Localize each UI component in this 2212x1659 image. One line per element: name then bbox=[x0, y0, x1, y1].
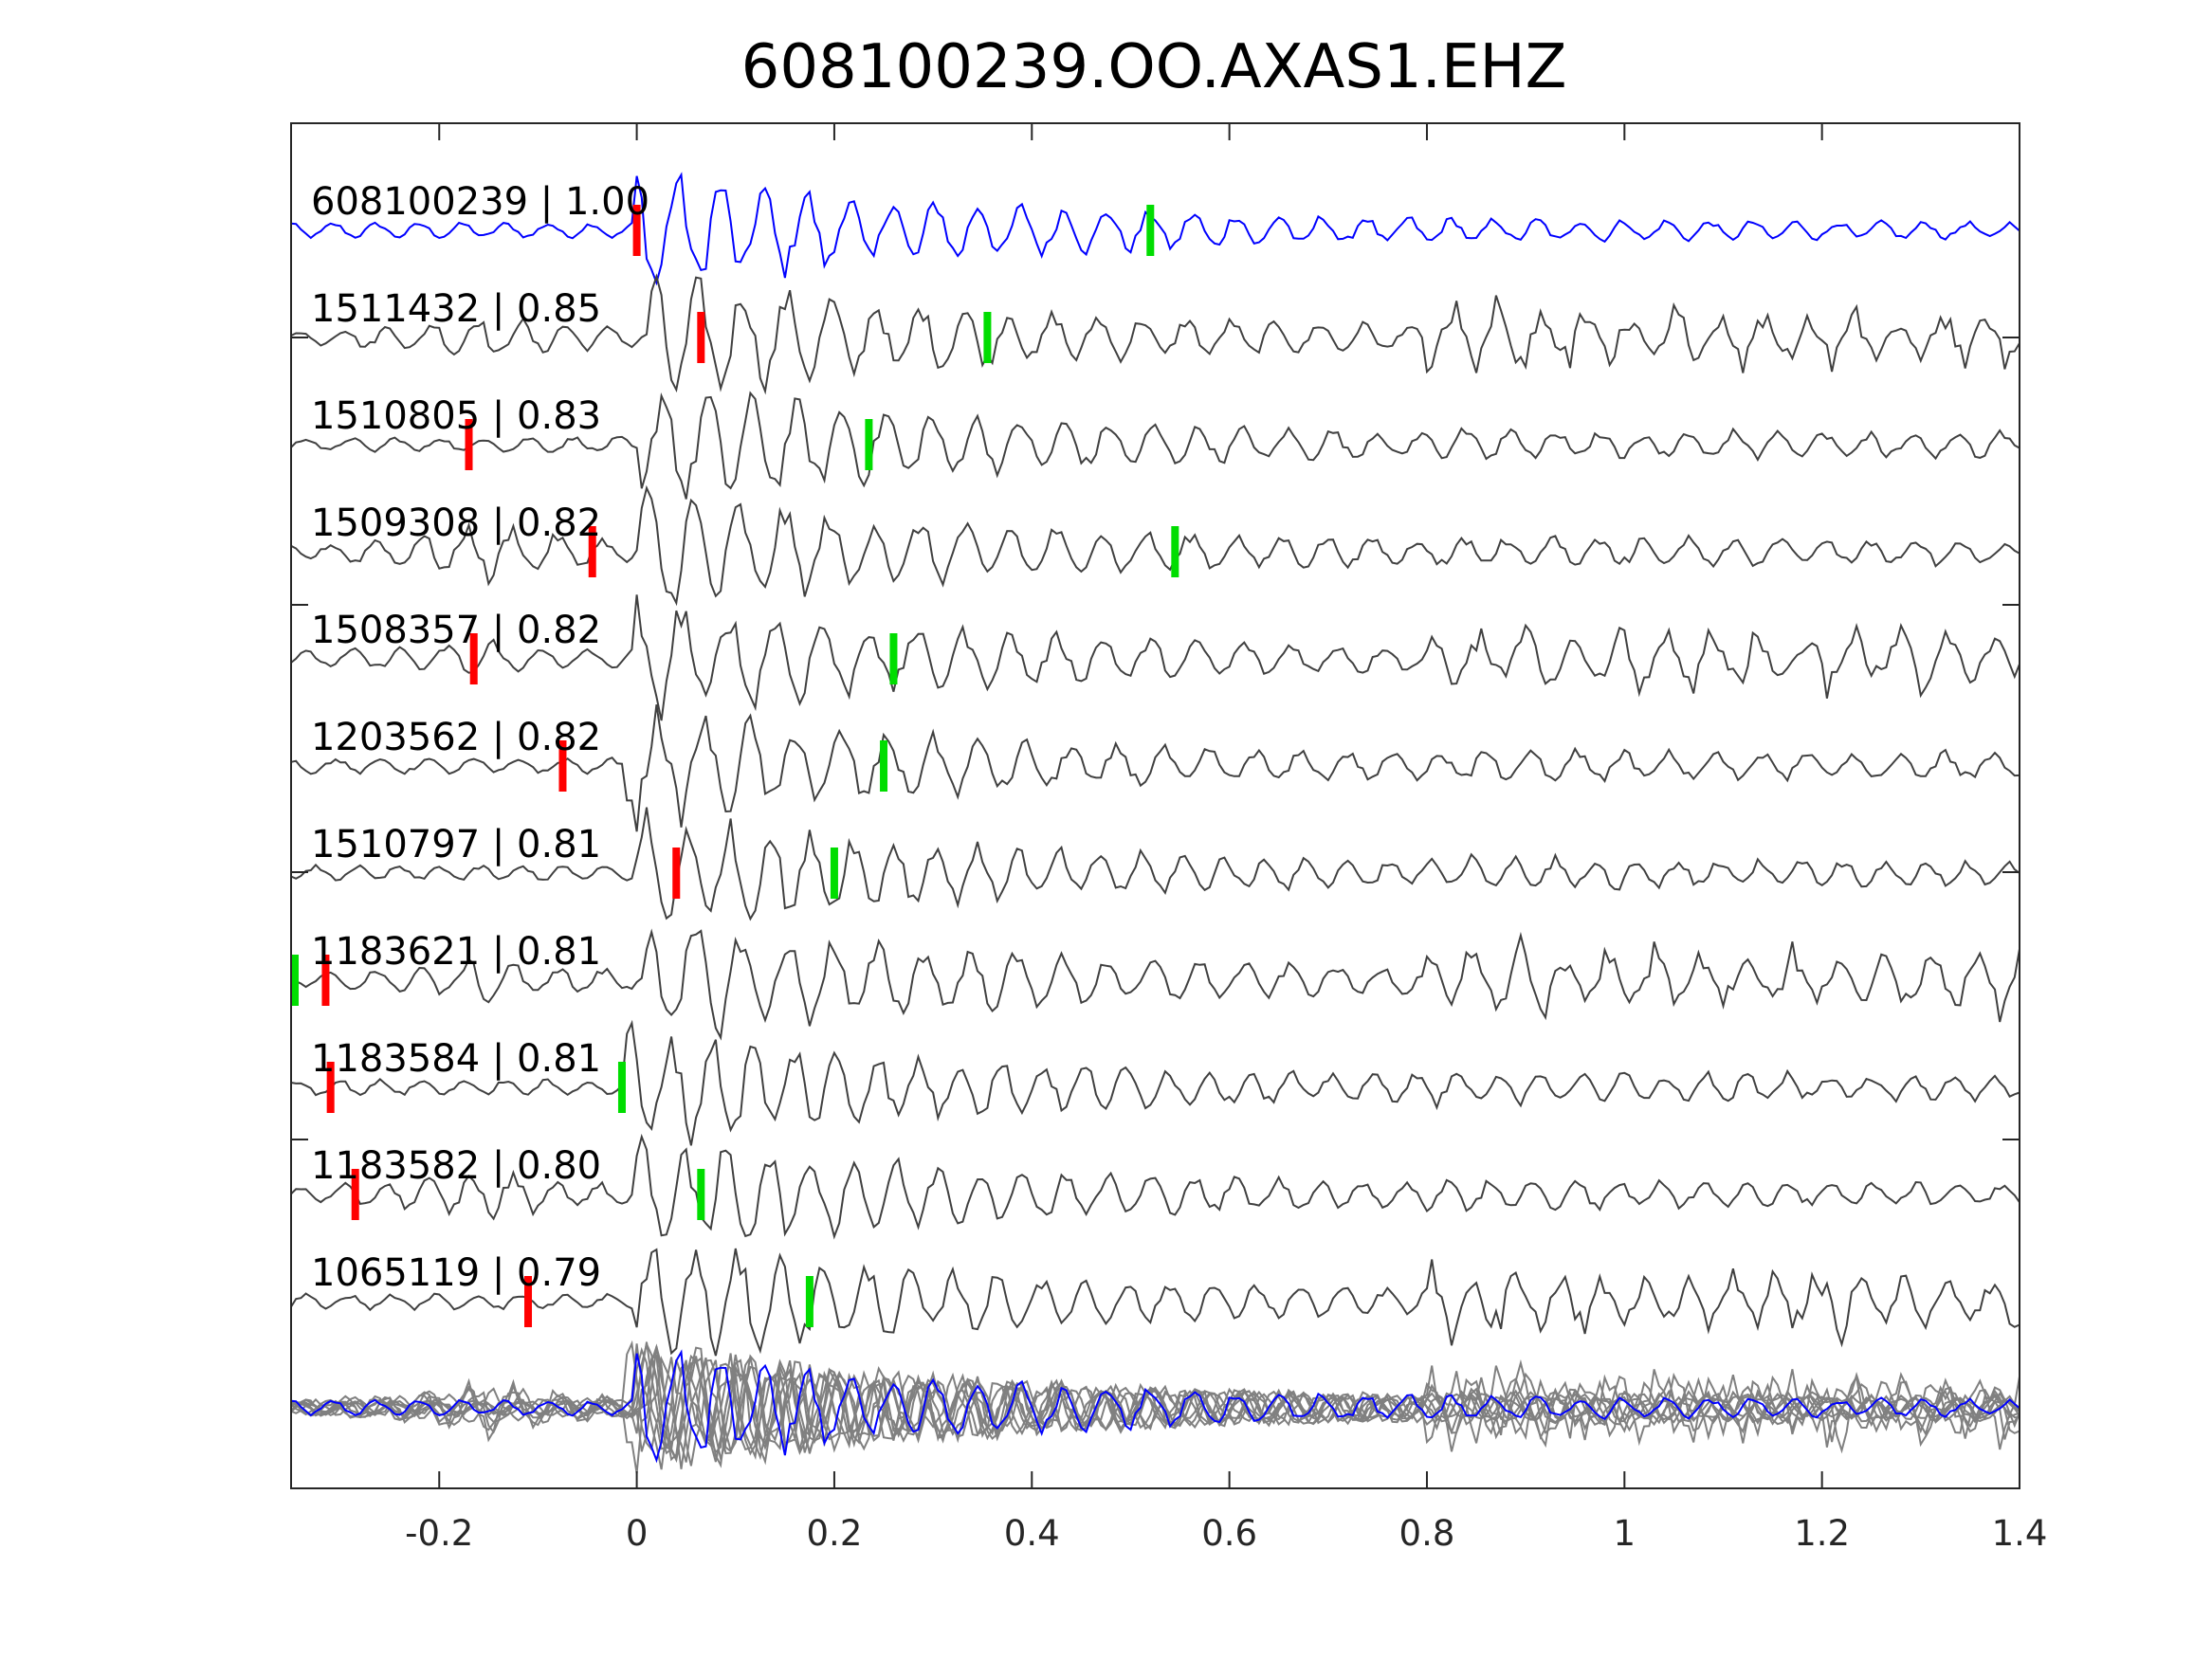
trace-line bbox=[290, 928, 2020, 1041]
trace-line bbox=[290, 807, 2020, 921]
traces-group bbox=[290, 172, 2020, 1357]
stack-trace-line bbox=[290, 1340, 2020, 1467]
x-tick-label: -0.2 bbox=[405, 1513, 473, 1554]
stack-trace-line bbox=[290, 1340, 2020, 1463]
s-pick-marker bbox=[805, 1276, 814, 1327]
p-pick-marker bbox=[469, 633, 478, 684]
trace-label: 1509308 | 0.82 bbox=[311, 501, 601, 545]
trace-line bbox=[290, 704, 2020, 832]
p-pick-marker bbox=[558, 740, 567, 792]
x-tick-label: 0.6 bbox=[1201, 1513, 1257, 1554]
p-pick-marker bbox=[465, 419, 473, 470]
s-pick-marker bbox=[983, 312, 992, 363]
stack-group bbox=[290, 1340, 2020, 1474]
axes-box bbox=[290, 122, 2020, 1489]
s-pick-marker bbox=[889, 633, 898, 684]
s-pick-marker bbox=[291, 955, 299, 1006]
stack-template-line bbox=[290, 1349, 2020, 1464]
s-pick-marker bbox=[1171, 526, 1179, 577]
p-pick-marker bbox=[351, 1169, 359, 1220]
trace-line bbox=[290, 484, 2020, 607]
trace-line bbox=[290, 273, 2020, 395]
x-axis-ticks: -0.2 0 0.2 0.4 0.6 0.8 1 1.2 1.4 bbox=[291, 123, 2047, 1554]
trace-label: 1183582 | 0.80 bbox=[311, 1144, 601, 1188]
trace-label: 1183621 | 0.81 bbox=[311, 930, 601, 974]
p-pick-marker bbox=[321, 955, 330, 1006]
trace-label: 1508357 | 0.82 bbox=[311, 609, 601, 652]
trace-label: 1203562 | 0.82 bbox=[311, 716, 601, 759]
s-pick-marker bbox=[617, 1062, 626, 1113]
trace-labels: 608100239 | 1.00 1511432 | 0.85 1510805 | … bbox=[311, 180, 649, 1295]
trace-line bbox=[290, 594, 2020, 721]
trace-label: 608100239 | 1.00 bbox=[311, 180, 649, 224]
p-pick-marker bbox=[326, 1062, 335, 1113]
trace-line bbox=[290, 391, 2020, 500]
trace-line bbox=[290, 1248, 2020, 1357]
x-tick-label: 0.2 bbox=[807, 1513, 863, 1554]
p-pick-marker bbox=[632, 205, 641, 256]
trace-line bbox=[290, 172, 2020, 286]
s-pick-marker bbox=[865, 419, 873, 470]
trace-line bbox=[290, 1019, 2020, 1146]
x-tick-label: 1 bbox=[1614, 1513, 1636, 1554]
trace-label: 1510805 | 0.83 bbox=[311, 394, 601, 438]
trace-label: 1510797 | 0.81 bbox=[311, 823, 601, 866]
trace-label: 1183584 | 0.81 bbox=[311, 1037, 601, 1081]
x-tick-label: 1.4 bbox=[1992, 1513, 2048, 1554]
s-pick-marker bbox=[697, 1169, 705, 1220]
picks-group bbox=[291, 205, 1179, 1327]
x-tick-label: 0 bbox=[626, 1513, 649, 1554]
trace-line bbox=[290, 1133, 2020, 1240]
chart-title: 608100239.OO.AXAS1.EHZ bbox=[741, 32, 1567, 102]
p-pick-marker bbox=[524, 1276, 533, 1327]
p-pick-marker bbox=[588, 526, 596, 577]
p-pick-marker bbox=[672, 848, 681, 899]
x-tick-label: 0.4 bbox=[1004, 1513, 1060, 1554]
p-pick-marker bbox=[697, 312, 705, 363]
trace-label: 1511432 | 0.85 bbox=[311, 287, 601, 331]
x-tick-label: 1.2 bbox=[1794, 1513, 1850, 1554]
s-pick-marker bbox=[1146, 205, 1155, 256]
s-pick-marker bbox=[830, 848, 838, 899]
s-pick-marker bbox=[880, 740, 888, 792]
trace-label: 1065119 | 0.79 bbox=[311, 1251, 601, 1295]
x-tick-label: 0.8 bbox=[1399, 1513, 1455, 1554]
